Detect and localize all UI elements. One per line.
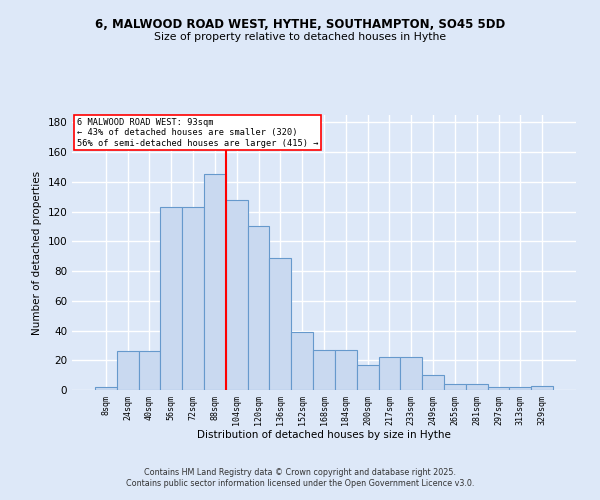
Y-axis label: Number of detached properties: Number of detached properties [32,170,42,334]
Bar [313,350,335,390]
Bar [335,350,357,390]
Text: 6 MALWOOD ROAD WEST: 93sqm
← 43% of detached houses are smaller (320)
56% of sem: 6 MALWOOD ROAD WEST: 93sqm ← 43% of deta… [77,118,319,148]
Bar [182,207,204,390]
Bar [95,387,117,390]
Bar [117,352,139,390]
Bar [488,387,509,390]
X-axis label: Distribution of detached houses by size in Hythe: Distribution of detached houses by size … [197,430,451,440]
Bar [226,200,248,390]
Bar [139,352,160,390]
Bar [160,207,182,390]
Bar [248,226,269,390]
Text: Contains HM Land Registry data © Crown copyright and database right 2025.
Contai: Contains HM Land Registry data © Crown c… [126,468,474,487]
Bar [509,387,531,390]
Bar [357,364,379,390]
Text: Size of property relative to detached houses in Hythe: Size of property relative to detached ho… [154,32,446,42]
Bar [422,375,444,390]
Bar [466,384,488,390]
Text: 6, MALWOOD ROAD WEST, HYTHE, SOUTHAMPTON, SO45 5DD: 6, MALWOOD ROAD WEST, HYTHE, SOUTHAMPTON… [95,18,505,30]
Bar [269,258,291,390]
Bar [291,332,313,390]
Bar [379,358,400,390]
Bar [204,174,226,390]
Bar [400,358,422,390]
Bar [444,384,466,390]
Bar [531,386,553,390]
